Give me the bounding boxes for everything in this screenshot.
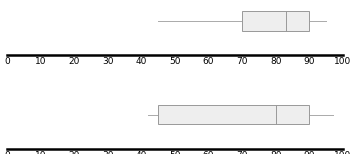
Bar <box>158 105 309 124</box>
Bar <box>242 11 309 30</box>
